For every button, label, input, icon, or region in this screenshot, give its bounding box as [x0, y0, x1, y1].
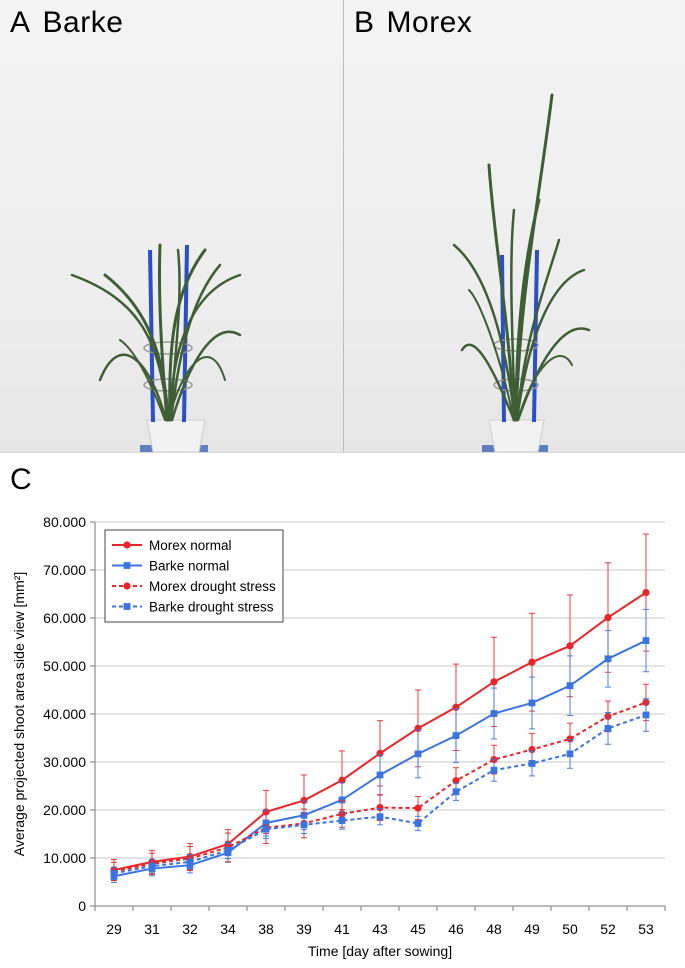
data-point — [566, 642, 574, 650]
data-point — [642, 711, 650, 719]
y-axis-title: Average projected shoot area side view [… — [11, 572, 27, 857]
data-point — [604, 725, 612, 732]
legend-label: Barke drought stress — [149, 600, 274, 615]
x-axis-title: Time [day after sowing] — [308, 943, 452, 959]
panel-b-label: B Morex — [354, 6, 472, 40]
x-tick-label: 34 — [220, 921, 236, 937]
data-point — [376, 771, 384, 779]
legend-label: Morex normal — [149, 538, 232, 553]
data-point — [566, 750, 574, 758]
x-tick-label: 31 — [144, 921, 160, 937]
support-ring — [143, 378, 193, 392]
y-tick-label: 80.000 — [43, 514, 86, 530]
data-point — [414, 750, 422, 758]
data-point — [566, 735, 574, 743]
data-point — [338, 776, 346, 784]
legend-label: Morex drought stress — [149, 579, 276, 594]
data-point — [452, 732, 460, 739]
data-point — [490, 766, 498, 774]
data-point — [300, 796, 308, 804]
panel-a-label: A Barke — [10, 6, 123, 40]
morex-leaves — [452, 93, 591, 422]
x-tick-label: 38 — [258, 921, 274, 937]
data-point — [528, 760, 536, 767]
data-point — [262, 825, 270, 833]
y-tick-label: 30.000 — [43, 754, 86, 770]
x-tick-label: 41 — [334, 921, 350, 937]
data-point — [414, 820, 422, 827]
legend-marker — [123, 541, 131, 549]
legend-marker — [123, 562, 131, 569]
x-tick-label: 45 — [410, 921, 426, 937]
data-point — [566, 682, 574, 690]
data-point — [376, 813, 384, 821]
legend-marker — [123, 582, 131, 590]
y-tick-label: 50.000 — [43, 658, 86, 674]
barke-plant-illustration — [70, 243, 242, 452]
panel-c-chart: C 0 10.000 20.000 30.000 40.000 50.000 60.000 7… — [0, 452, 685, 968]
panel-b-title: Morex — [386, 6, 473, 39]
data-point — [490, 678, 498, 686]
x-tick-label: 52 — [600, 921, 616, 937]
legend-marker — [123, 603, 131, 610]
x-tick-label: 46 — [448, 921, 464, 937]
data-point — [642, 637, 650, 644]
y-tick-label: 60.000 — [43, 610, 86, 626]
panel-a-letter: A — [10, 6, 31, 39]
x-tick-label: 49 — [524, 921, 540, 937]
data-point — [604, 655, 612, 663]
morex-plant-illustration — [452, 93, 591, 452]
data-point — [338, 817, 346, 824]
support-ring — [143, 341, 193, 355]
y-tick-label: 20.000 — [43, 802, 86, 818]
panel-c-label: C — [10, 463, 32, 497]
data-point — [224, 846, 232, 854]
panel-c-letter: C — [10, 463, 33, 496]
data-point — [452, 777, 460, 785]
data-point — [110, 869, 118, 877]
x-tick-label: 50 — [562, 921, 578, 937]
panel-b-morex-photo: B Morex — [344, 0, 685, 452]
y-tick-label: 40.000 — [43, 706, 86, 722]
x-tick-label: 29 — [106, 921, 122, 937]
panel-b-letter: B — [354, 6, 375, 39]
legend-label: Barke normal — [149, 559, 229, 574]
x-tick-label: 48 — [486, 921, 502, 937]
data-point — [300, 821, 308, 829]
data-point — [452, 788, 460, 796]
data-point — [338, 796, 346, 804]
shoot-area-line-chart: 0 10.000 20.000 30.000 40.000 50.000 60.000 70.… — [11, 514, 666, 959]
y-tick-label: 70.000 — [43, 562, 86, 578]
data-point — [490, 710, 498, 717]
pot — [488, 419, 545, 452]
pot — [146, 419, 206, 452]
x-tick-label: 43 — [372, 921, 388, 937]
data-point — [148, 862, 156, 870]
data-point — [376, 804, 384, 812]
data-point — [528, 699, 536, 707]
x-tick-label: 53 — [638, 921, 654, 937]
x-tick-label: 32 — [182, 921, 198, 937]
panel-a-barke-photo: A Barke — [0, 0, 344, 452]
data-point — [604, 613, 612, 622]
barke-leaves — [70, 243, 242, 422]
data-point — [414, 804, 422, 812]
y-tick-label: 0 — [78, 898, 86, 914]
y-tick-label: 10.000 — [43, 850, 86, 866]
data-point — [186, 858, 194, 866]
x-tick-label: 39 — [296, 921, 312, 937]
data-point — [528, 658, 536, 666]
data-point — [642, 588, 650, 597]
panel-a-title: Barke — [42, 6, 124, 39]
